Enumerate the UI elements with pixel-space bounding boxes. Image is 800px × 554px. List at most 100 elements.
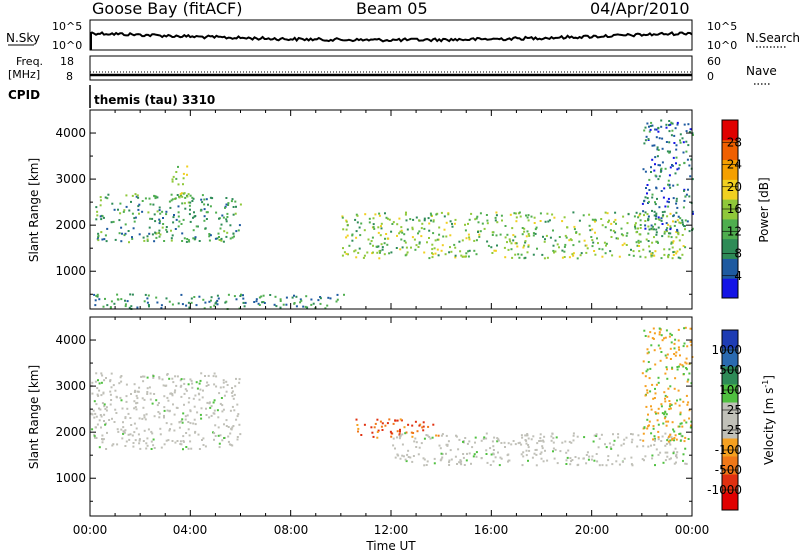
echo-point: [357, 251, 360, 254]
echo-point: [439, 447, 442, 450]
echo-point: [227, 440, 230, 443]
echo-point: [97, 234, 100, 237]
echo-point: [396, 453, 399, 456]
echo-point: [105, 406, 108, 409]
echo-point: [101, 374, 104, 377]
echo-point: [675, 211, 678, 214]
echo-point: [242, 294, 244, 297]
echo-point: [501, 219, 503, 222]
echo-point: [177, 215, 180, 218]
echo-point: [191, 196, 194, 199]
echo-point: [102, 392, 105, 395]
echo-point: [104, 408, 107, 410]
echo-point: [563, 256, 566, 258]
echo-point: [425, 464, 428, 466]
echo-point: [546, 212, 549, 215]
echo-point: [123, 234, 126, 237]
echo-point: [113, 208, 116, 211]
echo-point: [158, 222, 161, 225]
echo-point: [493, 249, 496, 252]
cpid-label: CPID: [8, 88, 40, 102]
echo-point: [455, 434, 457, 437]
echo-point: [677, 339, 680, 342]
echo-point: [673, 142, 676, 144]
echo-point: [148, 197, 151, 200]
echo-point: [209, 234, 212, 237]
echo-point: [353, 250, 356, 253]
echo-point: [207, 374, 210, 377]
echo-point: [669, 385, 672, 388]
echo-point: [174, 228, 177, 230]
echo-point: [98, 419, 101, 422]
echo-point: [94, 436, 97, 439]
echo-point: [179, 379, 182, 382]
echo-point: [666, 200, 669, 203]
echo-point: [687, 144, 690, 147]
echo-point: [379, 420, 382, 423]
echo-point: [657, 241, 659, 244]
echo-point: [654, 203, 657, 206]
echo-point: [169, 206, 172, 209]
echo-point: [654, 250, 657, 253]
echo-point: [158, 376, 161, 379]
velocity-colorbar-tick-label: 25: [727, 403, 742, 417]
echo-point: [671, 122, 674, 125]
echo-point: [445, 452, 447, 455]
echo-point: [360, 434, 363, 436]
echo-point: [189, 440, 192, 443]
echo-point: [120, 399, 123, 402]
echo-point: [123, 431, 126, 434]
echo-point: [651, 209, 653, 212]
echo-point: [159, 233, 162, 236]
echo-point: [675, 200, 678, 203]
echo-point: [158, 377, 161, 380]
x-tick-1600: 16:00: [474, 523, 509, 537]
echo-point: [136, 194, 139, 197]
echo-point: [131, 293, 134, 296]
echo-point: [678, 425, 681, 428]
echo-point: [163, 414, 165, 417]
echo-point: [576, 435, 579, 438]
echo-point: [381, 422, 384, 425]
echo-point: [239, 433, 242, 436]
echo-point: [189, 409, 192, 412]
echo-point: [114, 389, 117, 392]
echo-point: [588, 455, 591, 458]
echo-point: [128, 209, 131, 212]
echo-point: [379, 234, 382, 237]
echo-point: [209, 196, 212, 199]
echo-point: [184, 196, 187, 199]
echo-point: [656, 197, 658, 200]
echo-point: [221, 439, 224, 442]
echo-point: [188, 204, 191, 207]
echo-point: [675, 252, 678, 255]
echo-point: [661, 412, 664, 415]
echo-point: [217, 232, 220, 235]
echo-point: [670, 403, 673, 406]
echo-point: [172, 381, 175, 384]
echo-point: [383, 242, 386, 245]
echo-point: [662, 422, 665, 425]
echo-point: [113, 421, 116, 423]
echo-point: [214, 435, 217, 437]
echo-point: [664, 444, 667, 447]
echo-point: [218, 446, 221, 449]
echo-point: [109, 393, 112, 396]
echo-point: [191, 200, 194, 202]
echo-point: [617, 436, 620, 439]
echo-point: [133, 217, 136, 220]
echo-point: [213, 409, 216, 412]
echo-point: [181, 421, 184, 424]
echo-point: [638, 250, 641, 253]
echo-point: [135, 195, 138, 198]
echo-point: [448, 251, 451, 254]
echo-point: [403, 239, 406, 242]
echo-point: [648, 228, 651, 231]
echo-point: [396, 430, 399, 433]
echo-point: [205, 407, 207, 410]
echo-point: [650, 405, 652, 408]
echo-point: [660, 167, 663, 170]
echo-point: [180, 192, 183, 195]
echo-point: [672, 251, 675, 254]
echo-point: [647, 225, 650, 228]
